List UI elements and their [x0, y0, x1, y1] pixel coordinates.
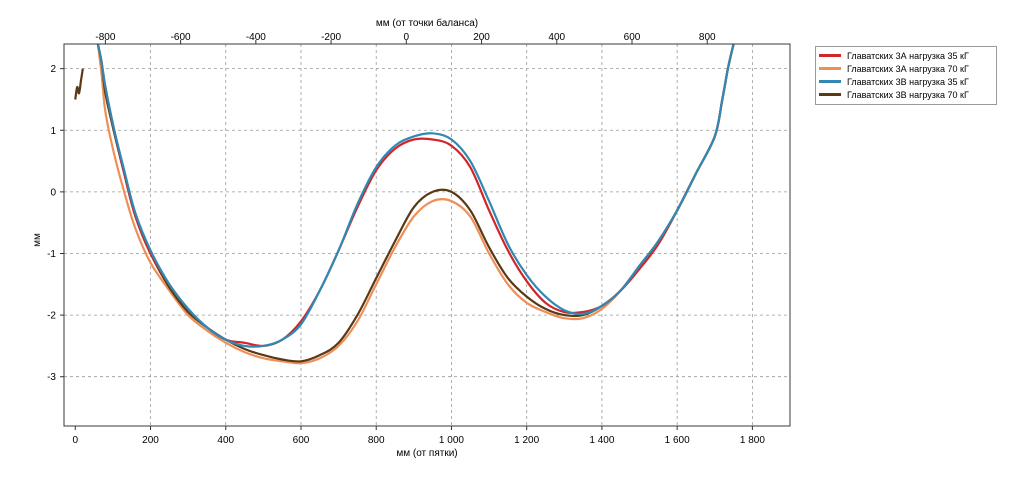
legend-item: Главатских 3А нагрузка 35 кГ — [816, 49, 996, 62]
y-tick-label: -2 — [47, 311, 56, 322]
legend-label: Главатских 3В нагрузка 70 кГ — [847, 89, 969, 100]
legend-label: Главатских 3А нагрузка 70 кГ — [847, 63, 969, 74]
legend-label: Главатских 3В нагрузка 35 кГ — [847, 76, 969, 87]
y-tick-label: 2 — [50, 64, 56, 75]
x2-tick-label: -800 — [95, 32, 115, 43]
legend-label: Главатских 3А нагрузка 35 кГ — [847, 50, 969, 61]
x2-tick-label: 800 — [699, 32, 716, 43]
x-tick-label: 400 — [217, 435, 234, 446]
series-line — [74, 68, 84, 100]
axis-ticks: 0 200 400 600 800 1 000 1 200 1 400 1 600 1 800-8… — [47, 32, 765, 446]
legend-swatch — [819, 54, 841, 57]
x-tick-label: 800 — [368, 435, 385, 446]
y-tick-label: 0 — [50, 187, 56, 198]
legend-swatch — [819, 93, 841, 96]
y-axis-title: мм — [32, 233, 43, 247]
x-tick-label: 1 800 — [740, 435, 765, 446]
y-tick-label: -1 — [47, 249, 56, 260]
legend-item: Главатских 3А нагрузка 70 кГ — [816, 62, 996, 75]
series-line — [96, 44, 735, 348]
x2-tick-label: 400 — [548, 32, 565, 43]
x-tick-label: 1 600 — [665, 435, 690, 446]
grid — [64, 44, 790, 426]
series-layer — [74, 44, 735, 365]
x2-tick-label: -200 — [321, 32, 341, 43]
plot-area — [64, 44, 790, 426]
legend: Главатских 3А нагрузка 35 кГ Главатских … — [815, 46, 997, 105]
x2-tick-label: -400 — [246, 32, 266, 43]
y-tick-label: 1 — [50, 126, 56, 137]
y-tick-label: -3 — [47, 372, 56, 383]
legend-item: Главатских 3В нагрузка 35 кГ — [816, 75, 996, 88]
x2-axis-title: мм (от точки баланса) — [376, 17, 478, 29]
x2-tick-label: 600 — [624, 32, 641, 43]
x-tick-label: 600 — [293, 435, 310, 446]
x-tick-label: 200 — [142, 435, 159, 446]
x-axis-title: мм (от пятки) — [396, 448, 457, 459]
x2-tick-label: -600 — [171, 32, 191, 43]
legend-swatch — [819, 67, 841, 70]
x-tick-label: 1 200 — [514, 435, 539, 446]
x-tick-label: 1 000 — [439, 435, 464, 446]
x-tick-label: 1 400 — [589, 435, 614, 446]
plot-frame — [63, 43, 791, 427]
x-tick-label: 0 — [73, 435, 79, 446]
x2-tick-label: 0 — [404, 32, 410, 43]
legend-item: Главатских 3В нагрузка 70 кГ — [816, 88, 996, 101]
legend-swatch — [819, 80, 841, 83]
x2-tick-label: 200 — [473, 32, 490, 43]
